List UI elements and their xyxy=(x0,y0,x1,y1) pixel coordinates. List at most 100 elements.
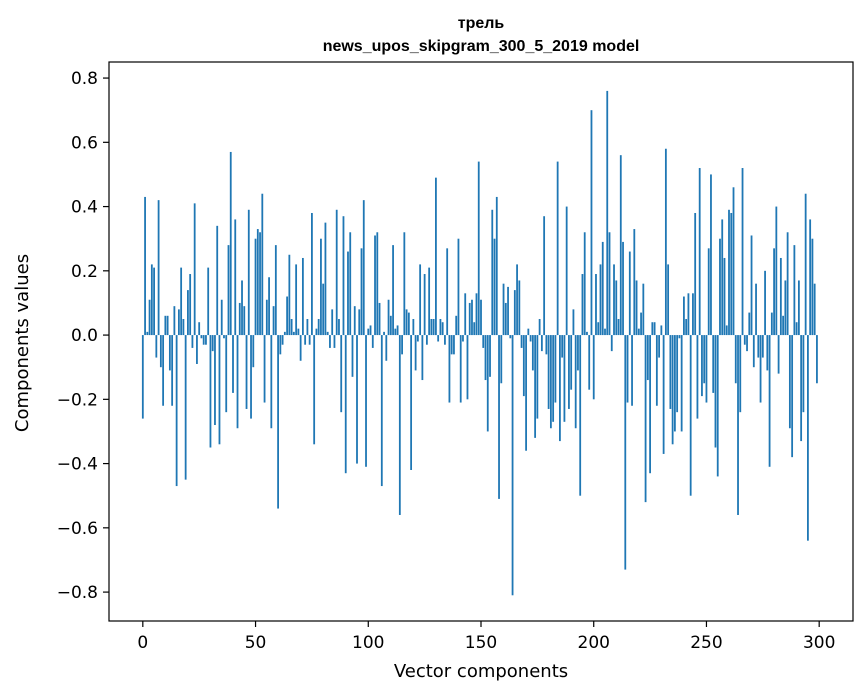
bar-component-17 xyxy=(180,267,183,336)
bar-component-186 xyxy=(561,335,564,358)
bar-component-148 xyxy=(475,293,478,336)
bar-component-47 xyxy=(247,209,250,336)
bar-component-1 xyxy=(144,196,146,336)
bar-component-259 xyxy=(725,325,728,336)
bar-component-184 xyxy=(556,161,559,336)
bar-component-195 xyxy=(581,274,584,336)
bar-component-272 xyxy=(755,283,757,336)
bar-component-173 xyxy=(531,335,534,371)
bar-component-236 xyxy=(673,335,676,432)
bar-component-252 xyxy=(710,174,712,336)
bar-component-247 xyxy=(698,168,701,336)
bar-component-172 xyxy=(529,335,532,342)
bar-component-216 xyxy=(628,251,631,336)
bar-component-6 xyxy=(155,335,158,358)
bar-component-59 xyxy=(274,245,277,336)
bar-component-258 xyxy=(723,257,726,336)
bar-component-234 xyxy=(669,335,672,409)
bar-component-246 xyxy=(696,335,699,419)
bar-component-87 xyxy=(338,319,340,336)
bar-component-220 xyxy=(637,328,640,336)
bar-component-284 xyxy=(782,315,785,336)
bar-component-163 xyxy=(509,335,512,339)
bar-component-144 xyxy=(466,335,469,400)
bar-component-233 xyxy=(667,264,670,336)
bar-component-200 xyxy=(592,335,595,400)
bar-component-76 xyxy=(313,335,316,445)
bar-component-164 xyxy=(511,335,514,596)
bar-component-119 xyxy=(410,335,413,470)
bar-component-61 xyxy=(279,335,282,355)
bar-component-255 xyxy=(716,335,719,477)
bar-component-83 xyxy=(329,335,331,348)
bar-component-194 xyxy=(579,335,582,496)
bar-component-69 xyxy=(297,328,300,336)
bar-component-276 xyxy=(764,270,766,336)
bar-component-82 xyxy=(326,331,329,336)
bar-component-165 xyxy=(513,290,516,336)
bar-component-62 xyxy=(281,335,284,345)
bar-component-19 xyxy=(184,335,187,480)
bar-component-235 xyxy=(671,335,674,445)
bar-component-57 xyxy=(270,335,273,429)
bar-component-178 xyxy=(543,216,546,336)
x-tick-label: 0 xyxy=(137,633,148,653)
bar-component-124 xyxy=(421,335,424,381)
bar-component-270 xyxy=(750,235,753,336)
bar-component-239 xyxy=(680,335,683,432)
bar-component-138 xyxy=(453,335,455,355)
bar-component-18 xyxy=(182,319,185,336)
bar-component-117 xyxy=(405,309,408,336)
bar-component-238 xyxy=(678,335,681,339)
bar-component-107 xyxy=(383,331,385,336)
bar-component-151 xyxy=(482,335,485,348)
bar-component-78 xyxy=(317,319,320,336)
bar-component-48 xyxy=(250,335,252,419)
bar-component-285 xyxy=(784,280,787,336)
bar-component-214 xyxy=(624,335,627,570)
bar-component-54 xyxy=(263,335,266,403)
bar-component-45 xyxy=(243,306,246,336)
bar-component-245 xyxy=(694,212,697,336)
bar-component-49 xyxy=(252,335,255,368)
bar-component-265 xyxy=(739,335,742,413)
bar-component-52 xyxy=(259,232,261,336)
bar-component-37 xyxy=(225,335,228,413)
bar-component-31 xyxy=(211,335,214,352)
bar-component-279 xyxy=(770,312,773,336)
bar-component-66 xyxy=(290,319,293,336)
bar-component-250 xyxy=(705,335,708,403)
bar-series xyxy=(141,90,818,596)
bar-component-179 xyxy=(545,335,548,355)
bar-component-27 xyxy=(202,335,205,345)
bar-component-131 xyxy=(437,335,440,342)
bar-component-193 xyxy=(577,335,579,371)
bar-component-274 xyxy=(759,335,762,403)
bar-component-85 xyxy=(333,335,336,348)
bar-component-278 xyxy=(768,335,771,467)
bar-component-273 xyxy=(757,335,760,358)
bar-component-251 xyxy=(707,248,710,336)
bar-component-15 xyxy=(175,335,178,487)
bar-component-280 xyxy=(773,248,775,336)
bar-component-286 xyxy=(786,232,789,336)
bar-component-188 xyxy=(565,206,568,336)
bar-component-50 xyxy=(254,238,257,336)
bar-component-70 xyxy=(299,335,302,361)
bar-component-262 xyxy=(732,187,735,336)
bar-component-106 xyxy=(380,335,383,487)
bar-component-181 xyxy=(549,335,552,429)
bar-component-86 xyxy=(335,209,338,336)
bar-component-147 xyxy=(473,322,476,336)
bar-component-149 xyxy=(477,161,480,336)
bar-component-222 xyxy=(642,283,645,336)
bar-component-42 xyxy=(236,335,239,429)
bar-component-94 xyxy=(353,306,356,336)
bar-component-96 xyxy=(358,309,361,336)
bar-component-92 xyxy=(349,232,352,336)
bar-component-282 xyxy=(777,335,780,374)
bar-component-134 xyxy=(444,335,446,345)
bar-component-202 xyxy=(597,322,600,336)
bar-component-271 xyxy=(752,335,755,368)
